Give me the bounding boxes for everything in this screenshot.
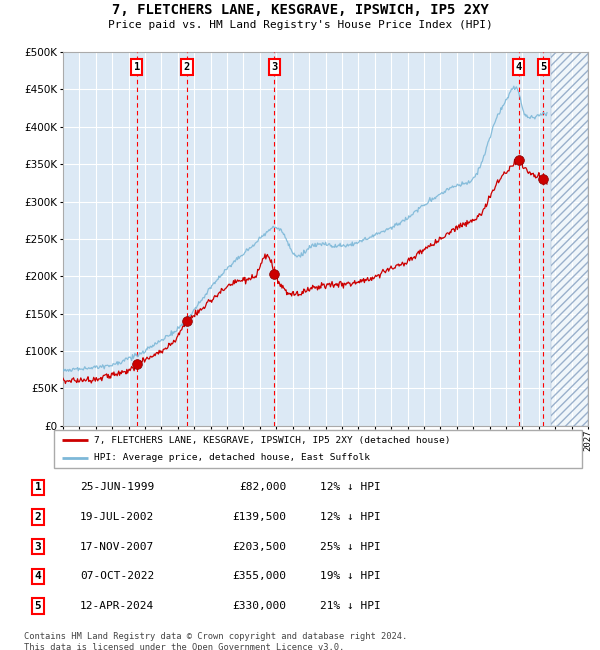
Text: 2: 2 — [35, 512, 41, 522]
Text: 19-JUL-2002: 19-JUL-2002 — [80, 512, 154, 522]
Text: 12-APR-2024: 12-APR-2024 — [80, 601, 154, 611]
Text: 12% ↓ HPI: 12% ↓ HPI — [320, 512, 380, 522]
Bar — [551, 52, 588, 426]
Text: £330,000: £330,000 — [232, 601, 286, 611]
Text: £355,000: £355,000 — [232, 571, 286, 581]
Text: 2: 2 — [184, 62, 190, 72]
Text: 25-JUN-1999: 25-JUN-1999 — [80, 482, 154, 492]
Text: 4: 4 — [515, 62, 522, 72]
Text: 17-NOV-2007: 17-NOV-2007 — [80, 541, 154, 552]
Text: 3: 3 — [35, 541, 41, 552]
Text: 1: 1 — [134, 62, 140, 72]
Text: £139,500: £139,500 — [232, 512, 286, 522]
Text: 07-OCT-2022: 07-OCT-2022 — [80, 571, 154, 581]
Text: 21% ↓ HPI: 21% ↓ HPI — [320, 601, 380, 611]
Text: 3: 3 — [271, 62, 277, 72]
Text: 5: 5 — [540, 62, 547, 72]
Bar — [551, 52, 588, 426]
Text: 1: 1 — [35, 482, 41, 492]
Text: This data is licensed under the Open Government Licence v3.0.: This data is licensed under the Open Gov… — [24, 644, 344, 650]
Text: 19% ↓ HPI: 19% ↓ HPI — [320, 571, 380, 581]
Text: 4: 4 — [35, 571, 41, 581]
Text: £203,500: £203,500 — [232, 541, 286, 552]
Text: HPI: Average price, detached house, East Suffolk: HPI: Average price, detached house, East… — [94, 453, 370, 462]
Text: 7, FLETCHERS LANE, KESGRAVE, IPSWICH, IP5 2XY (detached house): 7, FLETCHERS LANE, KESGRAVE, IPSWICH, IP… — [94, 436, 450, 445]
Text: 7, FLETCHERS LANE, KESGRAVE, IPSWICH, IP5 2XY: 7, FLETCHERS LANE, KESGRAVE, IPSWICH, IP… — [112, 3, 488, 18]
Text: Price paid vs. HM Land Registry's House Price Index (HPI): Price paid vs. HM Land Registry's House … — [107, 20, 493, 29]
Text: 12% ↓ HPI: 12% ↓ HPI — [320, 482, 380, 492]
Text: Contains HM Land Registry data © Crown copyright and database right 2024.: Contains HM Land Registry data © Crown c… — [24, 632, 407, 641]
Text: 5: 5 — [35, 601, 41, 611]
Text: £82,000: £82,000 — [239, 482, 286, 492]
Text: 25% ↓ HPI: 25% ↓ HPI — [320, 541, 380, 552]
